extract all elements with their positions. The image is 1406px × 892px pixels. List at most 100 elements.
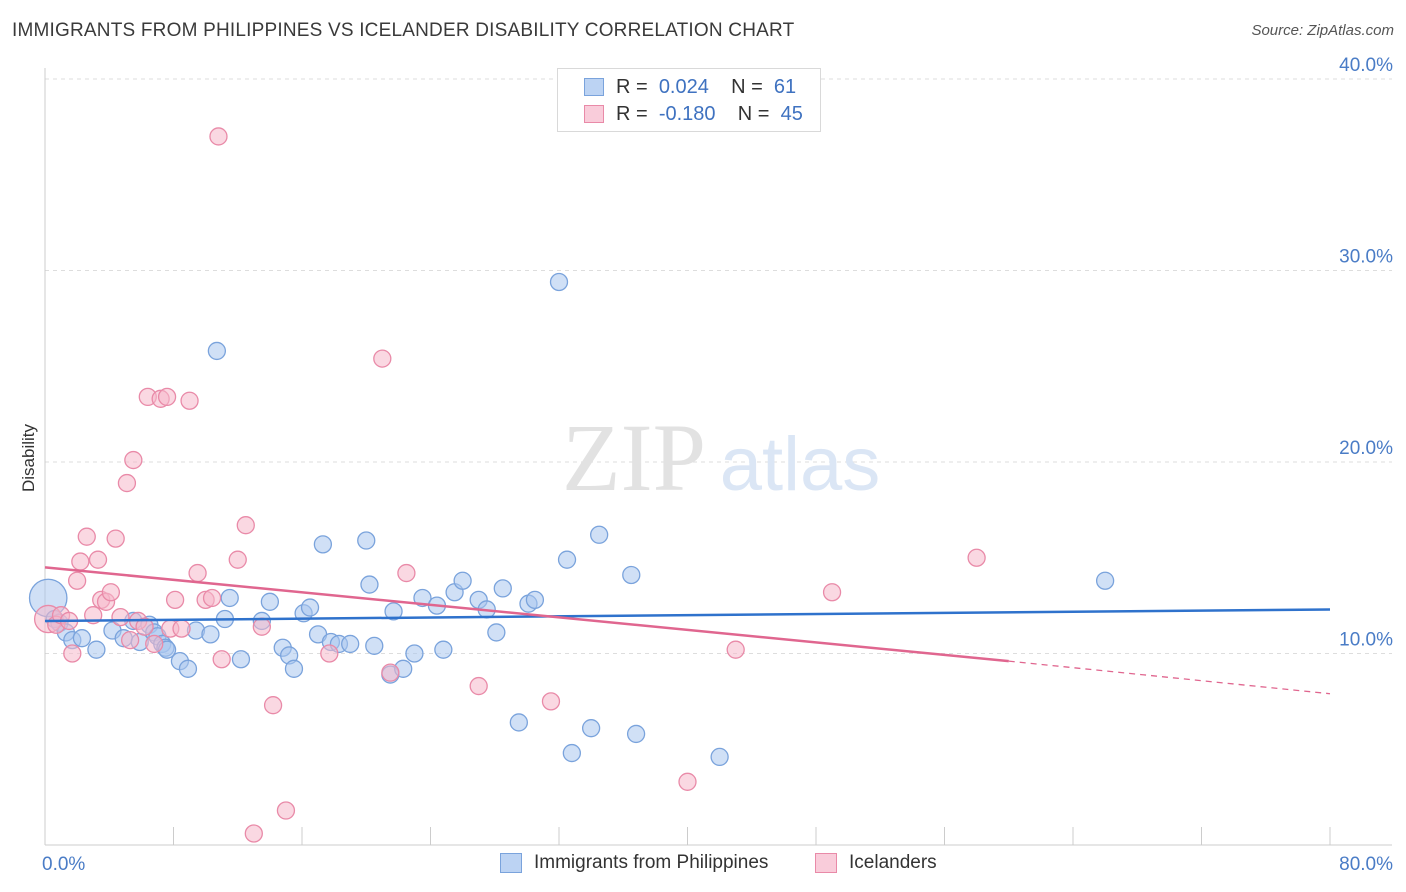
data-point <box>135 617 154 636</box>
data-point <box>180 391 199 410</box>
data-point <box>626 724 646 744</box>
data-point <box>453 571 472 590</box>
data-point <box>228 550 247 569</box>
legend-swatch-pink <box>584 105 604 123</box>
watermark-zip: ZIP <box>562 404 706 511</box>
data-point <box>590 525 609 544</box>
tick-labels: 10.0% 20.0% 30.0% 40.0% 0.0% 80.0% <box>42 55 1393 875</box>
x-tick-label: 0.0% <box>42 854 85 875</box>
legend-row-icelanders: R = -0.180 N = 45 <box>584 103 803 125</box>
data-point <box>117 473 137 493</box>
legend-r-value: -0.180 <box>658 102 716 125</box>
data-point <box>365 636 384 655</box>
data-point <box>209 127 228 146</box>
series-philippines-points <box>28 272 1115 767</box>
data-point <box>509 713 528 732</box>
data-point <box>384 602 403 621</box>
data-point <box>101 583 121 602</box>
data-point <box>341 634 360 654</box>
legend-r-value: 0.024 <box>658 75 709 98</box>
data-point <box>120 630 140 650</box>
data-point <box>172 619 191 638</box>
data-point <box>71 552 90 571</box>
data-point <box>320 644 339 663</box>
data-point <box>1095 571 1115 590</box>
data-point <box>434 640 453 659</box>
data-point <box>822 583 842 602</box>
trend-line <box>44 566 1009 663</box>
data-point <box>726 640 745 659</box>
data-point <box>165 590 185 610</box>
data-point <box>549 272 569 292</box>
data-point <box>678 772 697 791</box>
data-point <box>202 588 222 608</box>
data-point <box>525 590 545 610</box>
legend-swatch-blue <box>584 78 604 96</box>
x-tick-label: 80.0% <box>1339 854 1393 875</box>
data-point <box>405 644 424 663</box>
legend-row-philippines: R = 0.024 N = 61 <box>584 76 796 98</box>
legend: R = 0.024 N = 61 R = -0.180 N = 45 <box>557 68 821 132</box>
data-point <box>397 563 416 583</box>
data-point <box>231 650 251 669</box>
data-point <box>541 692 561 711</box>
y-tick-label: 10.0% <box>1339 630 1393 651</box>
data-point <box>252 617 271 636</box>
data-point <box>67 571 87 590</box>
data-point <box>381 663 400 682</box>
data-point <box>284 659 304 678</box>
watermark-atlas: atlas <box>720 422 881 507</box>
y-tick-label: 40.0% <box>1339 55 1393 76</box>
bottom-legend-icelanders: Icelanders <box>815 852 937 874</box>
data-point <box>710 747 729 767</box>
data-point <box>106 529 125 548</box>
data-point <box>201 625 220 644</box>
data-point <box>493 579 512 598</box>
data-point <box>145 634 164 654</box>
y-tick-label: 30.0% <box>1339 247 1393 268</box>
legend-r-label: R = <box>616 102 648 125</box>
bottom-legend-label: Icelanders <box>849 852 937 873</box>
data-point <box>87 640 106 659</box>
y-tick-label: 20.0% <box>1339 438 1393 459</box>
data-point <box>236 516 255 535</box>
data-point <box>357 531 376 550</box>
data-point <box>263 696 283 715</box>
data-point <box>469 676 488 696</box>
bottom-legend-philippines: Immigrants from Philippines <box>500 852 768 874</box>
legend-n-label: N = <box>737 102 770 125</box>
trend-lines <box>44 566 1331 695</box>
data-point <box>178 659 198 678</box>
bottom-legend-swatch-blue <box>500 853 522 873</box>
data-point <box>360 575 379 594</box>
data-point <box>373 349 392 368</box>
data-point <box>581 719 601 738</box>
data-point <box>313 535 333 554</box>
data-point <box>157 387 177 407</box>
trend-line <box>44 608 1331 623</box>
data-point <box>276 801 296 820</box>
gridlines <box>45 78 1392 654</box>
legend-r-label: R = <box>616 75 648 98</box>
data-point <box>124 450 143 470</box>
legend-n-value: 45 <box>780 102 803 125</box>
data-point <box>111 607 130 627</box>
data-point <box>487 623 506 642</box>
bottom-legend-label: Immigrants from Philippines <box>534 852 769 873</box>
source-credit: Source: ZipAtlas.com <box>1251 22 1394 39</box>
data-point <box>413 588 432 608</box>
data-point <box>622 565 641 585</box>
trend-line-extension <box>1008 660 1331 695</box>
chart-title: IMMIGRANTS FROM PHILIPPINES VS ICELANDER… <box>12 20 795 41</box>
data-point <box>260 592 280 611</box>
data-point <box>188 563 207 583</box>
data-point <box>557 550 577 569</box>
data-point <box>562 743 581 763</box>
data-point <box>220 588 239 608</box>
data-point <box>63 644 82 663</box>
data-point <box>300 598 320 617</box>
data-point <box>77 527 96 546</box>
data-point <box>967 548 986 567</box>
data-point <box>244 824 263 843</box>
